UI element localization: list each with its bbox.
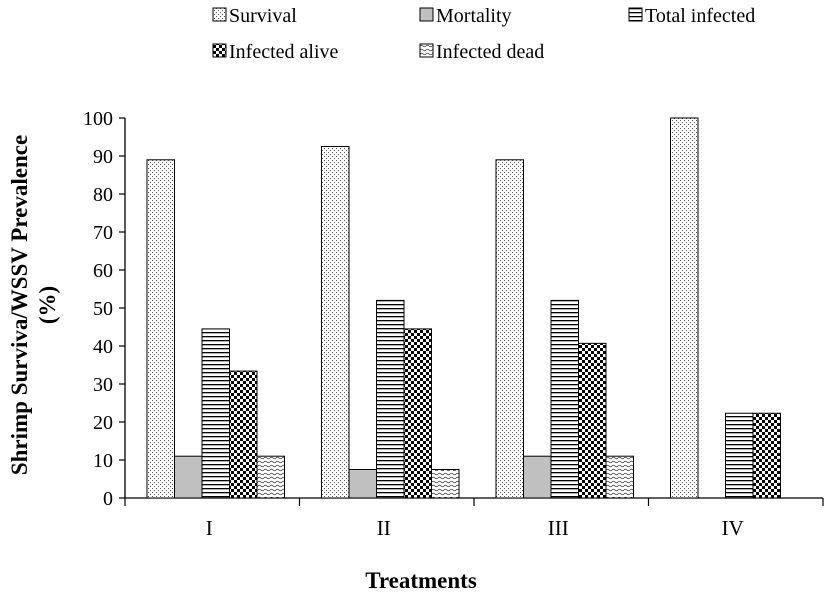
y-tick-label: 20 — [93, 412, 113, 434]
legend-swatch-infected-alive — [212, 43, 227, 58]
bars — [146, 117, 781, 499]
y-ticks: 0 10 20 30 40 50 60 70 80 90 100 — [83, 108, 125, 510]
y-tick-label: 40 — [93, 336, 113, 358]
bar-survival-iv — [670, 117, 699, 499]
legend-label-total-infected: Total infected — [645, 5, 755, 27]
y-tick-label: 30 — [93, 374, 113, 396]
bar-mortality-i — [174, 455, 203, 499]
legend-label-infected-dead: Infected dead — [436, 41, 544, 63]
y-tick-label: 60 — [93, 260, 113, 282]
y-axis-title-line2: (%) — [35, 286, 60, 324]
x-ticks: I II III IV — [124, 498, 824, 540]
x-axis-title: Treatments — [365, 568, 477, 593]
y-tick-label: 10 — [93, 450, 113, 472]
y-tick-label: 70 — [93, 222, 113, 244]
bar-total-infected-iv — [725, 412, 754, 499]
legend-swatch-infected-dead — [419, 43, 434, 58]
bar-mortality-iii — [523, 455, 552, 499]
legend: Survival Mortality Total infected Infected … — [212, 5, 755, 63]
y-tick-label: 0 — [103, 488, 113, 510]
legend-label-survival: Survival — [229, 5, 297, 27]
x-tick-label: I — [206, 516, 213, 540]
legend-swatch-mortality — [419, 7, 434, 22]
legend-label-mortality: Mortality — [436, 5, 512, 27]
bar-survival-i — [146, 159, 175, 499]
bar-total-infected-iii — [550, 299, 579, 499]
x-tick-label: IV — [722, 516, 744, 540]
bar-infected-dead-i — [256, 455, 285, 499]
bar-mortality-ii — [348, 469, 377, 499]
x-tick-label: III — [548, 516, 569, 540]
bar-infected-dead-iii — [605, 455, 634, 499]
y-tick-label: 90 — [93, 146, 113, 168]
y-tick-label: 100 — [83, 108, 113, 130]
y-tick-label: 80 — [93, 184, 113, 206]
legend-swatch-total-infected — [628, 7, 643, 22]
y-axis-title-line1: Shrimp Surviva/WSSV Prevalence — [7, 135, 32, 475]
bar-infected-alive-ii — [403, 328, 432, 499]
bar-survival-ii — [321, 146, 350, 499]
bar-infected-dead-ii — [431, 469, 460, 499]
bar-infected-alive-i — [229, 370, 258, 499]
legend-label-infected-alive: Infected alive — [229, 41, 338, 63]
y-tick-label: 50 — [93, 298, 113, 320]
bar-total-infected-i — [201, 328, 230, 499]
bar-total-infected-ii — [376, 299, 405, 499]
legend-swatch-survival — [212, 7, 227, 22]
bar-infected-alive-iii — [578, 342, 607, 499]
bar-survival-iii — [495, 159, 524, 499]
bar-infected-alive-iv — [752, 412, 781, 499]
x-tick-label: II — [377, 516, 391, 540]
